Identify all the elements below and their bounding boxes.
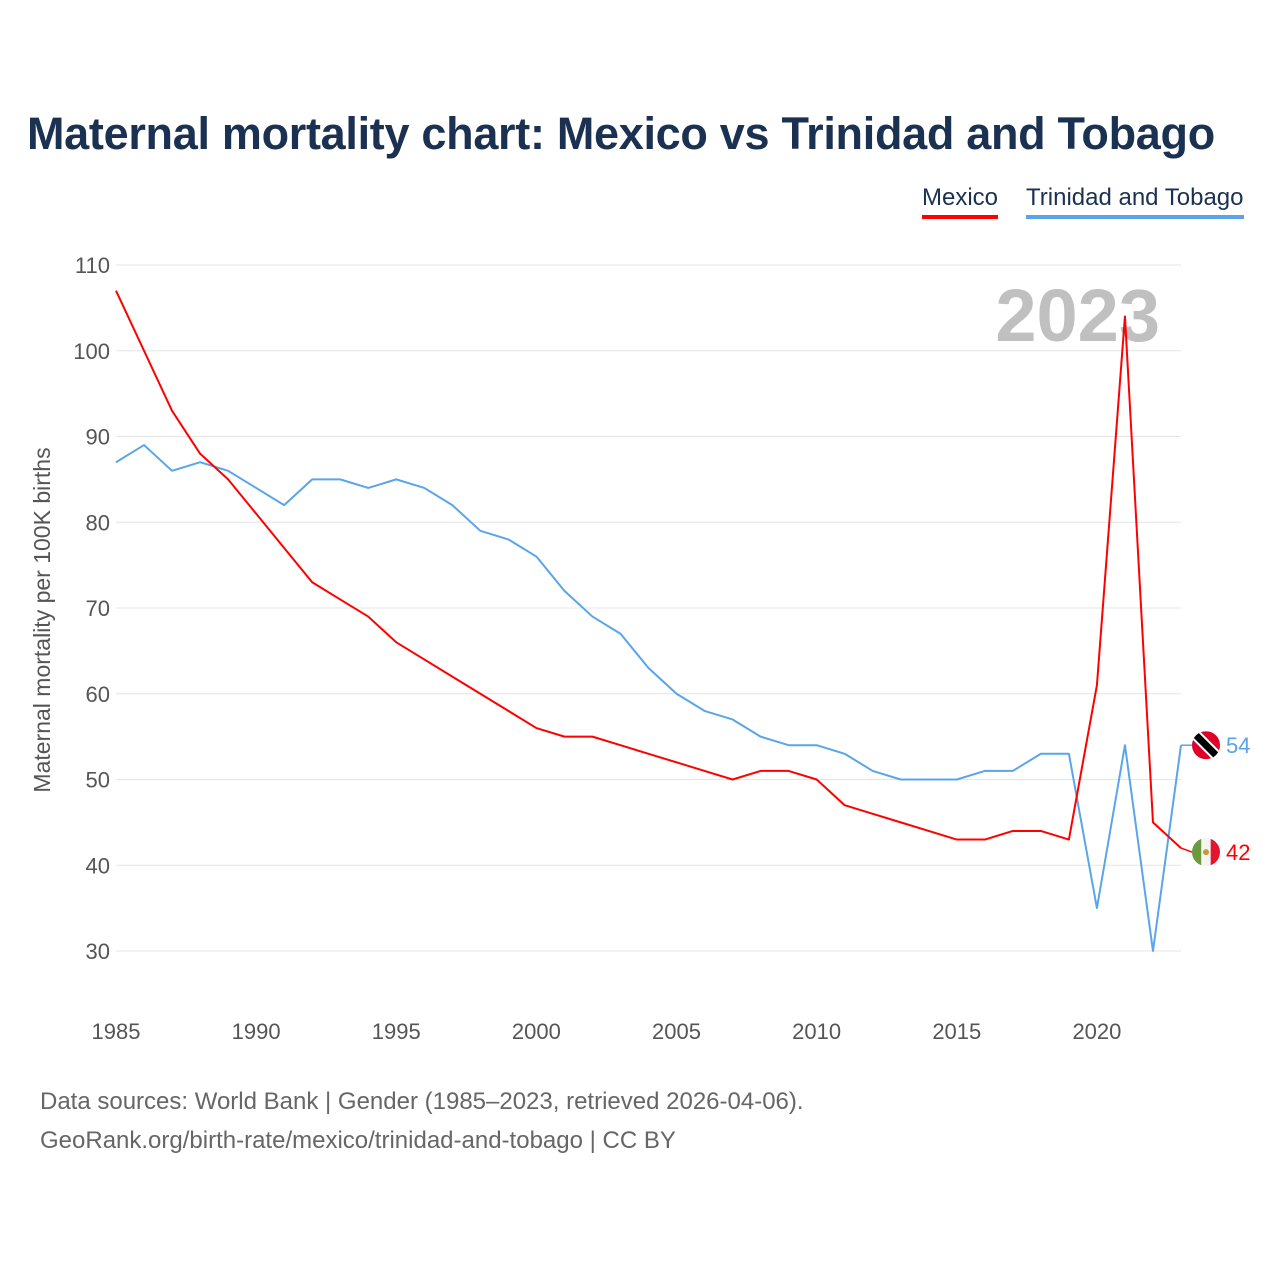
end-markers: 42 54 bbox=[1180, 731, 1250, 867]
y-tick-label: 70 bbox=[86, 596, 110, 621]
y-tick-label: 40 bbox=[86, 853, 110, 878]
x-tick-label: 2005 bbox=[652, 1019, 701, 1044]
x-tick-label: 2010 bbox=[792, 1019, 841, 1044]
end-value-label: 42 bbox=[1226, 840, 1250, 865]
y-axis-label: Maternal mortality per 100K births bbox=[29, 447, 55, 792]
y-tick-label: 110 bbox=[75, 253, 110, 278]
flag-body bbox=[1192, 731, 1220, 760]
flag-red bbox=[1210, 838, 1220, 867]
flag-mexico-icon bbox=[1192, 838, 1220, 867]
x-tick-label: 2020 bbox=[1072, 1019, 1121, 1044]
source-text: Data sources: World Bank | Gender (1985–… bbox=[40, 1088, 804, 1115]
flag-green bbox=[1192, 838, 1202, 867]
flag-emblem bbox=[1203, 849, 1209, 856]
y-tick-label: 50 bbox=[86, 768, 110, 793]
end-connector bbox=[1180, 847, 1193, 853]
series-line-mexico bbox=[115, 290, 1182, 849]
y-tick-label: 90 bbox=[86, 425, 110, 450]
x-tick-label: 1995 bbox=[372, 1019, 421, 1044]
y-tick-label: 100 bbox=[73, 339, 110, 364]
y-tick-label: 80 bbox=[86, 510, 110, 535]
page-title: Maternal mortality chart: Mexico vs Trin… bbox=[27, 108, 1215, 159]
end-value-label: 54 bbox=[1226, 733, 1250, 758]
y-tick-labels: 30 40 50 60 70 80 90 100 110 bbox=[73, 253, 110, 964]
legend-item-trinidad-and-tobago[interactable]: Trinidad and Tobago bbox=[1026, 184, 1244, 219]
flag-trinidad-and-tobago-icon bbox=[1192, 731, 1220, 760]
current-year-label: 2023 bbox=[995, 274, 1160, 357]
x-tick-label: 1985 bbox=[92, 1019, 141, 1044]
legend-item-mexico[interactable]: Mexico bbox=[922, 184, 999, 219]
x-tick-label: 1990 bbox=[232, 1019, 281, 1044]
source-url[interactable]: GeoRank.org/birth-rate/mexico/trinidad-a… bbox=[40, 1127, 676, 1154]
series-lines bbox=[115, 290, 1182, 952]
gridlines bbox=[116, 264, 1181, 952]
x-tick-label: 2000 bbox=[512, 1019, 561, 1044]
flag-body bbox=[1192, 838, 1220, 867]
y-tick-label: 60 bbox=[86, 682, 110, 707]
flag-black-stripe bbox=[1192, 731, 1220, 760]
x-tick-labels: 1985 1990 1995 2000 2005 2010 2015 2020 bbox=[92, 1019, 1122, 1044]
series-line-trinidad-and-tobago bbox=[115, 444, 1182, 952]
x-tick-label: 2015 bbox=[932, 1019, 981, 1044]
y-tick-label: 30 bbox=[86, 939, 110, 964]
